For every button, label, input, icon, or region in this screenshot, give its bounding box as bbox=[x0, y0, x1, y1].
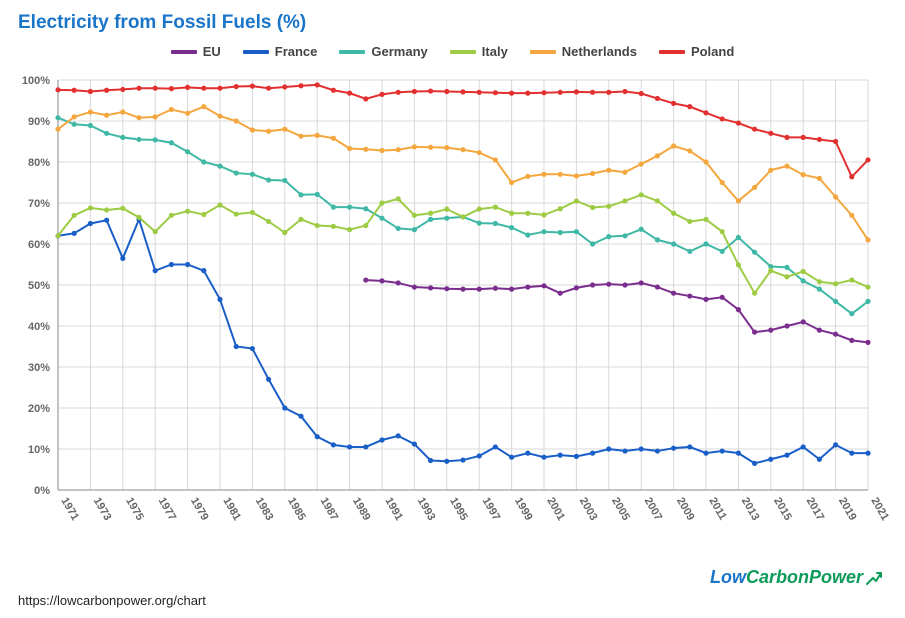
svg-text:100%: 100% bbox=[22, 75, 50, 87]
legend-label: Germany bbox=[371, 44, 427, 59]
legend-item-france: France bbox=[243, 44, 318, 59]
legend-swatch bbox=[530, 50, 556, 54]
legend-item-eu: EU bbox=[171, 44, 221, 59]
svg-text:1999: 1999 bbox=[512, 496, 535, 523]
legend-label: Netherlands bbox=[562, 44, 637, 59]
svg-text:1981: 1981 bbox=[220, 496, 243, 523]
legend-item-poland: Poland bbox=[659, 44, 734, 59]
svg-text:20%: 20% bbox=[28, 403, 50, 415]
legend-label: Italy bbox=[482, 44, 508, 59]
legend-swatch bbox=[339, 50, 365, 54]
svg-text:0%: 0% bbox=[34, 485, 50, 497]
svg-text:1971: 1971 bbox=[58, 496, 81, 523]
svg-text:2019: 2019 bbox=[836, 496, 859, 523]
svg-text:2013: 2013 bbox=[739, 496, 762, 523]
legend-swatch bbox=[450, 50, 476, 54]
logo-arrow-icon bbox=[865, 569, 883, 587]
chart-title: Electricity from Fossil Fuels (%) bbox=[0, 0, 905, 34]
svg-text:2009: 2009 bbox=[674, 496, 697, 523]
legend-swatch bbox=[171, 50, 197, 54]
svg-text:10%: 10% bbox=[28, 444, 50, 456]
svg-text:60%: 60% bbox=[28, 239, 50, 251]
legend-swatch bbox=[243, 50, 269, 54]
svg-text:2007: 2007 bbox=[642, 496, 665, 523]
footer-url: https://lowcarbonpower.org/chart bbox=[18, 593, 206, 608]
svg-text:90%: 90% bbox=[28, 116, 50, 128]
svg-text:2003: 2003 bbox=[577, 496, 600, 523]
legend-item-netherlands: Netherlands bbox=[530, 44, 637, 59]
svg-text:2017: 2017 bbox=[804, 496, 827, 523]
legend-label: Poland bbox=[691, 44, 734, 59]
svg-text:2001: 2001 bbox=[544, 496, 567, 523]
svg-text:2005: 2005 bbox=[609, 496, 632, 523]
svg-text:1985: 1985 bbox=[285, 496, 308, 523]
svg-text:1995: 1995 bbox=[447, 496, 470, 523]
svg-text:30%: 30% bbox=[28, 362, 50, 374]
svg-text:1983: 1983 bbox=[253, 496, 276, 523]
svg-text:1975: 1975 bbox=[123, 496, 146, 523]
svg-text:1987: 1987 bbox=[318, 496, 341, 523]
svg-text:1973: 1973 bbox=[91, 496, 114, 523]
svg-text:1989: 1989 bbox=[350, 496, 373, 523]
svg-text:1991: 1991 bbox=[382, 496, 405, 523]
svg-text:2021: 2021 bbox=[868, 496, 891, 523]
svg-text:80%: 80% bbox=[28, 157, 50, 169]
svg-text:1993: 1993 bbox=[415, 496, 438, 523]
svg-text:1997: 1997 bbox=[480, 496, 503, 523]
svg-text:40%: 40% bbox=[28, 321, 50, 333]
svg-text:2015: 2015 bbox=[771, 496, 794, 523]
logo-low: Low bbox=[710, 567, 746, 587]
chart-svg: 0%10%20%30%40%50%60%70%80%90%100%1971197… bbox=[58, 80, 878, 520]
svg-text:50%: 50% bbox=[28, 280, 50, 292]
legend-item-italy: Italy bbox=[450, 44, 508, 59]
svg-text:2011: 2011 bbox=[706, 496, 728, 523]
legend-swatch bbox=[659, 50, 685, 54]
legend-label: France bbox=[275, 44, 318, 59]
logo-carbon: Carbon bbox=[746, 567, 809, 587]
svg-text:1979: 1979 bbox=[188, 496, 211, 523]
legend-label: EU bbox=[203, 44, 221, 59]
legend: EU France Germany Italy Netherlands Poland bbox=[0, 44, 905, 59]
chart-area: 0%10%20%30%40%50%60%70%80%90%100%1971197… bbox=[58, 80, 878, 520]
svg-text:70%: 70% bbox=[28, 198, 50, 210]
logo-power: Power bbox=[809, 567, 863, 587]
svg-text:1977: 1977 bbox=[156, 496, 179, 523]
legend-item-germany: Germany bbox=[339, 44, 427, 59]
logo: LowCarbonPower bbox=[710, 567, 883, 588]
